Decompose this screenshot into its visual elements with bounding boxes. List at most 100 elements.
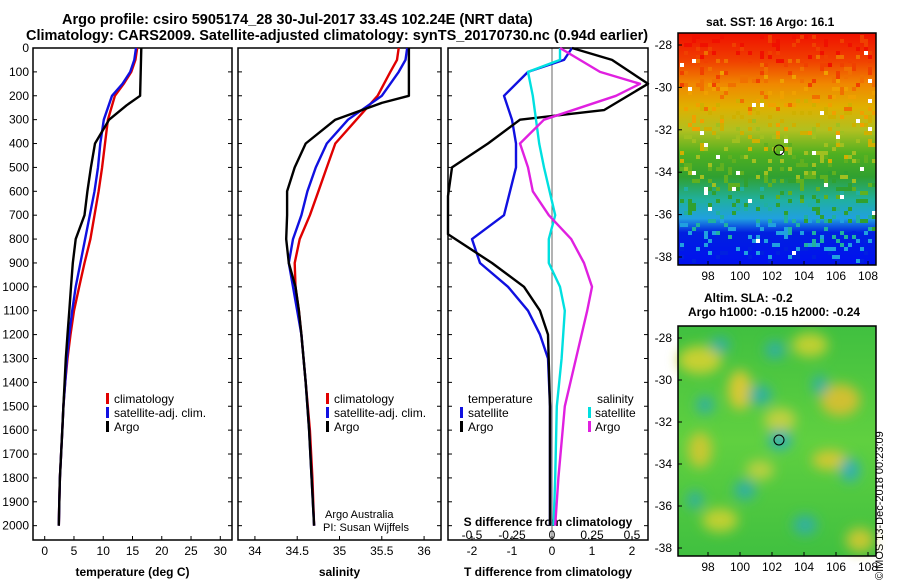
sst-pixel xyxy=(816,219,820,223)
legend-swatch-satellite xyxy=(326,407,329,418)
legend-label-s-argo: Argo xyxy=(595,420,621,434)
sst-pixel xyxy=(724,71,728,75)
sst-pixel xyxy=(740,79,744,83)
sla-lat-tick-label: -30 xyxy=(655,373,673,387)
sst-pixel xyxy=(796,247,800,251)
sst-pixel xyxy=(720,163,724,167)
sst-pixel xyxy=(820,215,824,219)
sst-pixel xyxy=(764,175,768,179)
sst-pixel xyxy=(760,63,764,67)
sst-pixel xyxy=(688,87,692,91)
sst-pixel xyxy=(696,55,700,59)
depth-tick-label: 1100 xyxy=(3,304,29,318)
sst-pixel xyxy=(856,191,860,195)
sst-pixel xyxy=(688,163,692,167)
sst-pixel xyxy=(824,63,828,67)
sst-pixel xyxy=(700,119,704,123)
x-tick-label: -2 xyxy=(467,544,478,558)
sst-pixel xyxy=(748,127,752,131)
x-tick-label: 35.5 xyxy=(370,544,394,558)
sst-pixel xyxy=(836,139,840,143)
sst-pixel xyxy=(764,203,768,207)
sst-pixel xyxy=(728,215,732,219)
sst-pixel xyxy=(816,95,820,99)
sst-pixel xyxy=(872,83,876,87)
sst-pixel xyxy=(776,251,780,255)
sst-pixel xyxy=(836,131,840,135)
sst-pixel xyxy=(776,135,780,139)
sst-pixel xyxy=(712,51,716,55)
sst-pixel xyxy=(740,43,744,47)
sst-pixel xyxy=(688,207,692,211)
sst-pixel xyxy=(692,119,696,123)
sst-pixel xyxy=(708,67,712,71)
sst-pixel xyxy=(832,179,836,183)
sst-pixel xyxy=(720,115,724,119)
sst-pixel xyxy=(792,219,796,223)
depth-tick-label: 300 xyxy=(9,113,29,127)
sst-pixel xyxy=(780,179,784,183)
sst-pixel xyxy=(856,239,860,243)
sst-pixel xyxy=(792,255,796,259)
sst-pixel xyxy=(828,95,832,99)
sst-pixel xyxy=(836,187,840,191)
sst-pixel xyxy=(860,191,864,195)
sst-pixel xyxy=(724,175,728,179)
sst-pixel xyxy=(692,39,696,43)
sst-pixel xyxy=(792,35,796,39)
sst-pixel xyxy=(748,107,752,111)
sst-pixel xyxy=(808,111,812,115)
sst-pixel xyxy=(872,91,876,95)
sst-pixel xyxy=(832,115,836,119)
sla-map-header-1: Altim. SLA: -0.2 xyxy=(704,291,793,305)
sst-pixel xyxy=(772,103,776,107)
sst-pixel xyxy=(812,135,816,139)
sst-pixel xyxy=(828,103,832,107)
sst-pixel xyxy=(840,231,844,235)
legend-swatch-t-satellite xyxy=(460,407,463,418)
sst-pixel xyxy=(852,67,856,71)
sst-pixel xyxy=(720,167,724,171)
sst-pixel xyxy=(840,187,844,191)
sst-map xyxy=(677,32,877,266)
sst-pixel xyxy=(692,179,696,183)
title-line-2: Climatology: CARS2009. Satellite-adjuste… xyxy=(26,28,649,44)
depth-tick-label: 700 xyxy=(9,208,29,222)
x-tick-label: 15 xyxy=(126,544,140,558)
sst-pixel xyxy=(732,211,736,215)
sst-pixel xyxy=(808,219,812,223)
legend-label-climatology: climatology xyxy=(114,392,174,406)
depth-tick-label: 1300 xyxy=(2,351,29,365)
sla-lat-tick-label: -28 xyxy=(655,331,673,345)
depth-tick-label: 1400 xyxy=(2,375,29,389)
sst-pixel xyxy=(696,35,700,39)
sst-pixel xyxy=(828,219,832,223)
sst-pixel xyxy=(864,239,868,243)
sst-pixel xyxy=(680,63,684,67)
sst-pixel xyxy=(808,151,812,155)
sst-pixel xyxy=(772,179,776,183)
sla-map-frame xyxy=(677,325,877,557)
sst-pixel xyxy=(836,123,840,127)
sst-pixel xyxy=(808,83,812,87)
sst-pixel xyxy=(760,91,764,95)
sst-pixel xyxy=(868,239,872,243)
sst-pixel xyxy=(736,199,740,203)
sst-pixel xyxy=(788,147,792,151)
sst-pixel xyxy=(700,67,704,71)
sst-pixel xyxy=(864,199,868,203)
sst-pixel xyxy=(848,71,852,75)
sst-pixel xyxy=(692,171,696,175)
sst-pixel xyxy=(760,187,764,191)
sst-pixel xyxy=(720,251,724,255)
sst-pixel xyxy=(844,187,848,191)
sst-pixel xyxy=(856,119,860,123)
sst-pixel xyxy=(856,259,860,263)
sst-pixel xyxy=(688,135,692,139)
sst-pixel xyxy=(816,199,820,203)
sst-pixel xyxy=(708,251,712,255)
sst-pixel xyxy=(812,171,816,175)
sst-pixel xyxy=(820,67,824,71)
sst-pixel xyxy=(768,103,772,107)
sst-pixel xyxy=(828,115,832,119)
